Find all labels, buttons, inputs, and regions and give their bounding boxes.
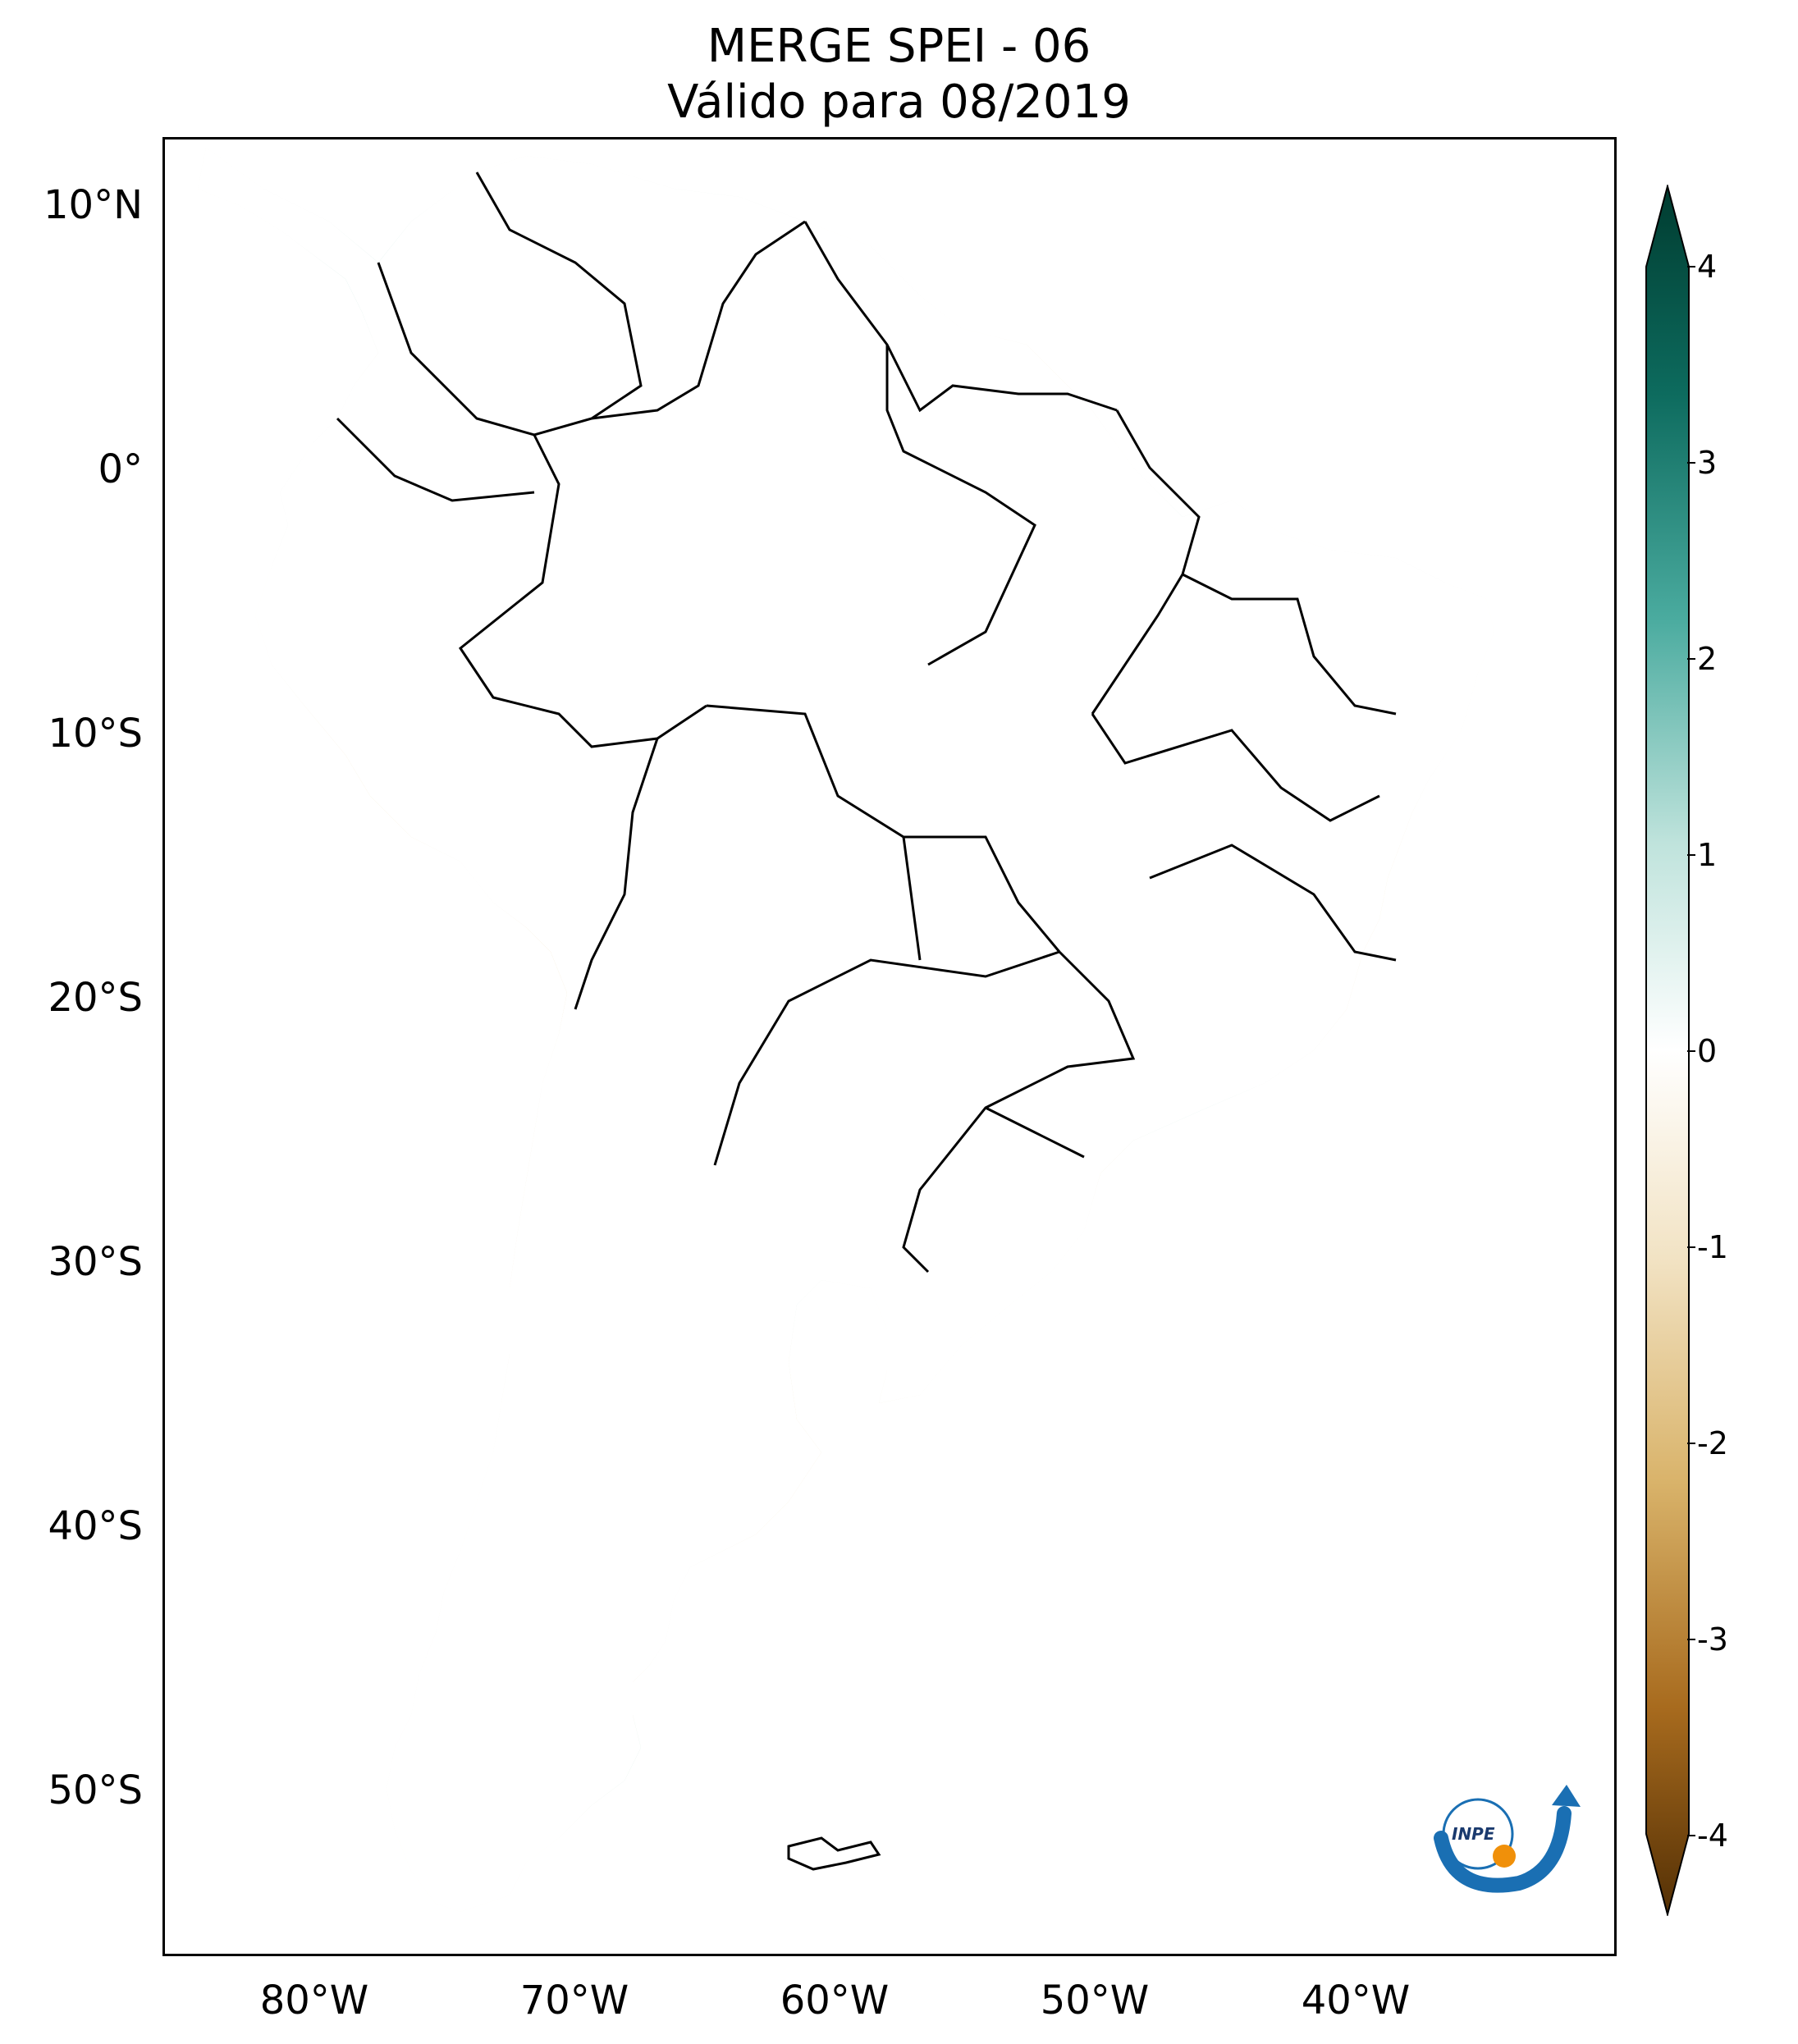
colorbar-label-3: 3	[1697, 445, 1718, 481]
colorbar-label-neg4: -4	[1697, 1818, 1728, 1854]
lat-label-20s: 20°S	[48, 975, 143, 1021]
colorbar-label-neg2: -2	[1697, 1425, 1728, 1461]
colorbar-label-2: 2	[1697, 641, 1718, 677]
colorbar-label-neg1: -1	[1697, 1229, 1728, 1265]
lon-label-80w: 80°W	[259, 1978, 369, 2023]
lat-label-10n: 10°N	[43, 182, 143, 228]
inpe-logo-text: INPE	[1452, 1824, 1495, 1844]
colorbar-label-1: 1	[1697, 837, 1718, 873]
map-panel[interactable]: INPE	[162, 137, 1617, 1956]
lon-label-50w: 50°W	[1040, 1978, 1150, 2023]
colorbar-label-4: 4	[1697, 249, 1718, 285]
coastline	[196, 146, 1496, 1914]
colorbar	[1645, 185, 1690, 1916]
lat-label-30s: 30°S	[48, 1239, 143, 1285]
map-svg: INPE	[196, 146, 1581, 1914]
lat-label-0: 0°	[98, 446, 143, 492]
lon-label-40w: 40°W	[1301, 1978, 1411, 2023]
map-title: MERGE SPEI - 06	[707, 20, 1091, 73]
map-subtitle: Válido para 08/2019	[667, 75, 1131, 129]
lon-label-60w: 60°W	[780, 1978, 890, 2023]
colorbar-body	[1645, 185, 1690, 1916]
lat-label-10s: 10°S	[48, 711, 143, 757]
inpe-logo: INPE	[1434, 1785, 1581, 1893]
colorbar-label-neg3: -3	[1697, 1621, 1728, 1658]
falkland-islands	[787, 1836, 881, 1871]
lon-label-70w: 70°W	[519, 1978, 629, 2023]
country-borders	[336, 171, 1397, 1273]
lat-label-50s: 50°S	[48, 1767, 143, 1813]
colorbar-label-0: 0	[1697, 1033, 1718, 1069]
lat-label-40s: 40°S	[48, 1503, 143, 1549]
